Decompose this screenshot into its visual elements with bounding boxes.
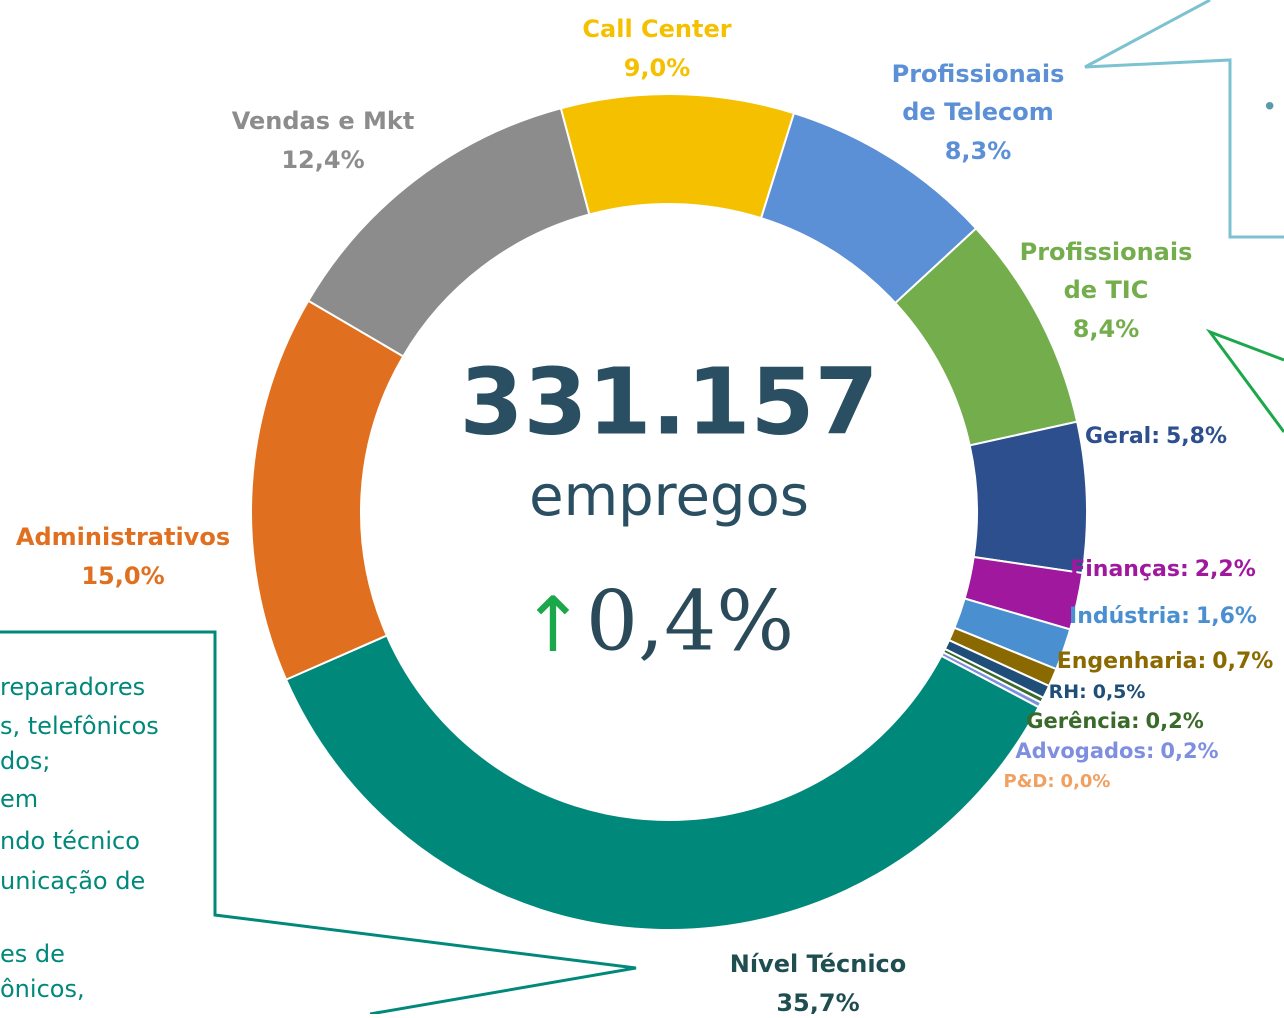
- category-line: Profissionais: [1020, 238, 1193, 266]
- arrow: ↑: [521, 580, 585, 669]
- callout-text: unicação de: [0, 867, 145, 895]
- value-label: 1,6%: [1196, 604, 1257, 629]
- callout-text: reparadores: [0, 673, 145, 701]
- callout-frame: [1084, 0, 1284, 239]
- value-label: 0,0%: [1061, 771, 1111, 792]
- category-label: Profissionais de TIC: [1020, 238, 1193, 304]
- value-label: 9,0%: [624, 54, 691, 82]
- segment-label: Advogados: 0,2%: [1015, 739, 1218, 763]
- callout-text: ônicos,: [0, 975, 85, 1003]
- category-line: Profissionais: [892, 60, 1065, 88]
- donut-segment: [968, 420, 1088, 575]
- category-label: Finanças:: [1070, 557, 1189, 582]
- segment-label: Finanças: 2,2%: [1070, 557, 1256, 582]
- bullet: •: [1262, 93, 1277, 123]
- category-label: Vendas e Mkt: [232, 107, 415, 135]
- category-label: Advogados:: [1015, 739, 1154, 763]
- donut-segment: [284, 634, 1040, 931]
- donut-segment: [559, 93, 796, 220]
- callout-text: dos;: [0, 747, 51, 775]
- segment-label: RH: 0,5%: [1049, 681, 1146, 703]
- callout-text: ndo técnico: [0, 827, 140, 855]
- value-label: 12,4%: [281, 146, 364, 174]
- segment-label: Engenharia: 0,7%: [1057, 649, 1274, 674]
- segment-label: P&D: 0,0%: [1004, 771, 1111, 792]
- donut-segment: [250, 299, 405, 681]
- callout-text: es de: [0, 940, 65, 968]
- value-label: 2,2%: [1195, 557, 1256, 582]
- category-label: Nível Técnico: [730, 950, 907, 978]
- value-label: 8,4%: [1073, 315, 1140, 343]
- segment-label: Geral: 5,8%: [1085, 424, 1227, 449]
- category-label: P&D:: [1004, 771, 1055, 792]
- category-line: de Telecom: [902, 98, 1054, 126]
- category-label: Profissionais de Telecom: [892, 60, 1065, 126]
- segment-label: Gerência: 0,2%: [1026, 709, 1204, 733]
- unit: empregos: [529, 464, 809, 529]
- value-label: 0,5%: [1093, 681, 1146, 703]
- value-label: 0,7%: [1212, 649, 1273, 674]
- category-label: Engenharia:: [1057, 649, 1207, 674]
- callout-text: em: [0, 785, 38, 813]
- category-label: Indústria:: [1069, 604, 1190, 629]
- category-label: Call Center: [582, 15, 731, 43]
- value-label: 0,2%: [1160, 739, 1218, 763]
- value-label: 15,0%: [81, 562, 164, 590]
- category-label: Administrativos: [16, 523, 230, 551]
- callout-text: s, telefônicos: [0, 712, 159, 740]
- value-label: 8,3%: [945, 137, 1012, 165]
- callout-frame: [0, 630, 637, 1016]
- value-label: 35,7%: [776, 989, 859, 1014]
- total: 331.157: [459, 348, 878, 455]
- callout-frame: [1205, 328, 1284, 433]
- donut-segment: [306, 107, 591, 358]
- value-label: 5,8%: [1166, 424, 1227, 449]
- category-line: de TIC: [1064, 276, 1149, 304]
- category-label: Gerência:: [1026, 709, 1139, 733]
- value-label: 0,2%: [1146, 709, 1204, 733]
- category-label: RH:: [1049, 681, 1087, 703]
- segment-label: Indústria: 1,6%: [1069, 604, 1257, 629]
- change: 0,4%: [586, 575, 794, 670]
- category-label: Geral:: [1085, 424, 1160, 449]
